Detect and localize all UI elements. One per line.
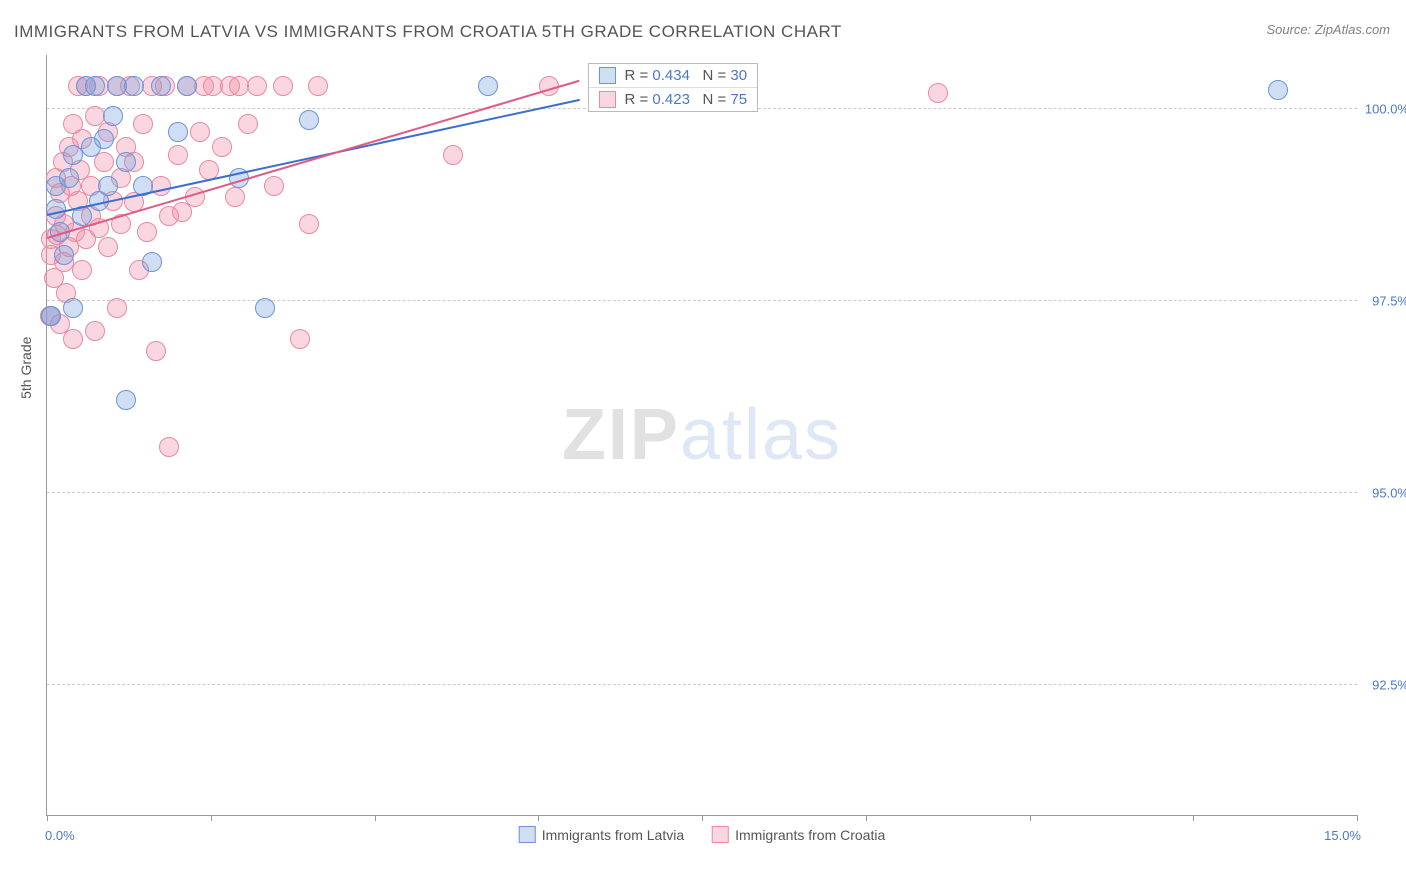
x-tick	[538, 815, 539, 821]
swatch-icon	[712, 826, 729, 843]
grid-line	[47, 492, 1357, 493]
x-max-label: 15.0%	[1324, 828, 1361, 843]
x-tick	[866, 815, 867, 821]
chart-title: IMMIGRANTS FROM LATVIA VS IMMIGRANTS FRO…	[14, 22, 842, 42]
legend: Immigrants from Latvia Immigrants from Cr…	[519, 826, 886, 843]
x-tick	[375, 815, 376, 821]
scatter-point-croatia	[247, 76, 267, 96]
watermark: ZIPatlas	[562, 394, 842, 476]
scatter-point-latvia	[116, 152, 136, 172]
grid-line	[47, 300, 1357, 301]
scatter-point-croatia	[928, 83, 948, 103]
scatter-point-latvia	[59, 168, 79, 188]
scatter-point-croatia	[146, 341, 166, 361]
legend-label: Immigrants from Latvia	[542, 827, 684, 843]
scatter-plot-area: ZIPatlas 100.0%97.5%95.0%92.5%0.0%15.0%R…	[46, 55, 1357, 816]
scatter-point-latvia	[142, 252, 162, 272]
scatter-point-croatia	[94, 152, 114, 172]
watermark-zip: ZIP	[562, 395, 680, 475]
scatter-point-croatia	[159, 437, 179, 457]
scatter-point-latvia	[98, 176, 118, 196]
source-attribution: Source: ZipAtlas.com	[1266, 22, 1390, 37]
legend-label: Immigrants from Croatia	[735, 827, 885, 843]
scatter-point-croatia	[98, 237, 118, 257]
scatter-point-croatia	[85, 321, 105, 341]
scatter-point-latvia	[255, 298, 275, 318]
scatter-point-croatia	[273, 76, 293, 96]
x-tick	[1357, 815, 1358, 821]
scatter-point-croatia	[190, 122, 210, 142]
scatter-point-latvia	[85, 76, 105, 96]
x-tick	[47, 815, 48, 821]
scatter-point-croatia	[308, 76, 328, 96]
scatter-point-latvia	[478, 76, 498, 96]
corr-text: R = 0.423 N = 75	[624, 91, 747, 108]
scatter-point-latvia	[168, 122, 188, 142]
swatch-icon	[599, 91, 616, 108]
scatter-point-croatia	[212, 137, 232, 157]
scatter-point-latvia	[177, 76, 197, 96]
scatter-point-latvia	[151, 76, 171, 96]
scatter-point-croatia	[133, 114, 153, 134]
legend-item-croatia: Immigrants from Croatia	[712, 826, 885, 843]
scatter-point-latvia	[94, 129, 114, 149]
swatch-icon	[599, 67, 616, 84]
scatter-point-latvia	[41, 306, 61, 326]
y-tick-label: 100.0%	[1361, 101, 1406, 116]
scatter-point-croatia	[137, 222, 157, 242]
corr-row-croatia: R = 0.423 N = 75	[589, 87, 757, 111]
scatter-point-croatia	[63, 329, 83, 349]
x-tick	[702, 815, 703, 821]
scatter-point-latvia	[116, 390, 136, 410]
scatter-point-croatia	[238, 114, 258, 134]
scatter-point-croatia	[225, 187, 245, 207]
y-tick-label: 97.5%	[1361, 293, 1406, 308]
scatter-point-croatia	[443, 145, 463, 165]
scatter-point-latvia	[63, 298, 83, 318]
swatch-icon	[519, 826, 536, 843]
scatter-point-croatia	[264, 176, 284, 196]
scatter-point-latvia	[124, 76, 144, 96]
x-tick	[1030, 815, 1031, 821]
watermark-atlas: atlas	[680, 395, 842, 475]
corr-row-latvia: R = 0.434 N = 30	[589, 64, 757, 87]
scatter-point-latvia	[1268, 80, 1288, 100]
x-tick	[1193, 815, 1194, 821]
scatter-point-latvia	[299, 110, 319, 130]
x-tick	[211, 815, 212, 821]
scatter-point-croatia	[290, 329, 310, 349]
y-axis-title: 5th Grade	[18, 337, 34, 399]
x-min-label: 0.0%	[45, 828, 75, 843]
scatter-point-croatia	[168, 145, 188, 165]
scatter-point-croatia	[72, 260, 92, 280]
scatter-point-croatia	[107, 298, 127, 318]
y-tick-label: 95.0%	[1361, 485, 1406, 500]
corr-text: R = 0.434 N = 30	[624, 67, 747, 84]
scatter-point-latvia	[54, 245, 74, 265]
scatter-point-latvia	[103, 106, 123, 126]
legend-item-latvia: Immigrants from Latvia	[519, 826, 684, 843]
y-tick-label: 92.5%	[1361, 677, 1406, 692]
grid-line	[47, 684, 1357, 685]
correlation-box: R = 0.434 N = 30 R = 0.423 N = 75	[588, 63, 758, 112]
scatter-point-croatia	[299, 214, 319, 234]
